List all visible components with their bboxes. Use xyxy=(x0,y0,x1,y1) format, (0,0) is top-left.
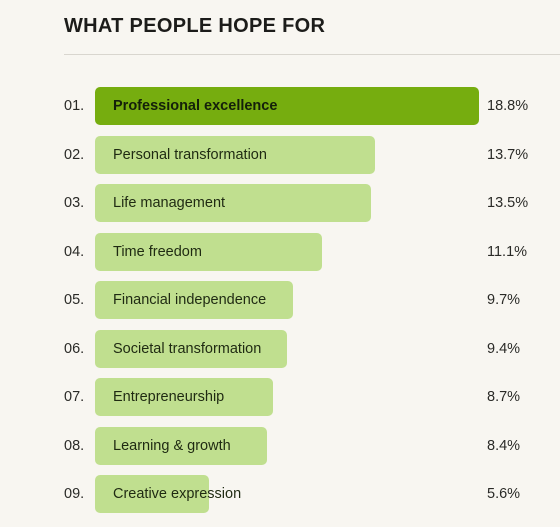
category-label: Time freedom xyxy=(113,243,202,260)
bar-row: 06. Societal transformation 9.4% xyxy=(0,329,560,368)
bar-row: 01. Professional excellence 18.8% xyxy=(0,87,560,125)
bar xyxy=(95,426,267,465)
rank-label: 05. xyxy=(64,292,85,308)
bar-row: 07. Entrepreneurship 8.7% xyxy=(0,378,560,416)
rank-label: 02. xyxy=(64,146,85,163)
rank-label: 07. xyxy=(64,389,85,405)
rank-label: 08. xyxy=(64,437,85,454)
bar-row: 02. Personal transformation 13.7% xyxy=(0,135,560,174)
category-label: Professional excellence xyxy=(113,98,278,114)
bar xyxy=(95,135,375,174)
title-divider xyxy=(64,54,560,55)
bar xyxy=(95,184,371,222)
value-label: 18.8% xyxy=(487,98,529,114)
value-label: 8.7% xyxy=(487,389,521,405)
rank-label: 04. xyxy=(64,243,85,260)
category-label: Financial independence xyxy=(113,292,267,308)
bar xyxy=(95,281,293,319)
value-label: 13.5% xyxy=(487,195,529,211)
category-label: Life management xyxy=(113,195,226,211)
value-label: 9.4% xyxy=(487,340,521,357)
bar xyxy=(95,378,273,416)
value-label: 13.7% xyxy=(487,146,529,163)
value-label: 5.6% xyxy=(487,486,521,502)
bar xyxy=(95,232,322,271)
bar xyxy=(95,475,209,513)
value-label: 11.1% xyxy=(487,243,528,260)
rank-label: 06. xyxy=(64,340,85,357)
category-label: Entrepreneurship xyxy=(113,389,225,405)
value-label: 9.7% xyxy=(487,292,521,308)
bar-row: 04. Time freedom 11.1% xyxy=(0,232,560,271)
bar xyxy=(95,87,479,125)
category-label: Societal transformation xyxy=(113,340,262,357)
bar-row: 09. Creative expression 5.6% xyxy=(0,475,560,513)
chart-title: WHAT PEOPLE HOPE FOR xyxy=(64,15,326,37)
rank-label: 03. xyxy=(64,195,85,211)
category-label: Personal transformation xyxy=(113,146,267,163)
value-label: 8.4% xyxy=(487,437,521,454)
bar-row: 03. Life management 13.5% xyxy=(0,184,560,222)
rank-label: 01. xyxy=(64,98,85,114)
category-label: Learning & growth xyxy=(113,437,231,454)
bar-row: 05. Financial independence 9.7% xyxy=(0,281,560,319)
rank-label: 09. xyxy=(64,486,85,502)
bar-row: 08. Learning & growth 8.4% xyxy=(0,426,560,465)
bar xyxy=(95,329,287,368)
category-label: Creative expression xyxy=(113,486,242,502)
